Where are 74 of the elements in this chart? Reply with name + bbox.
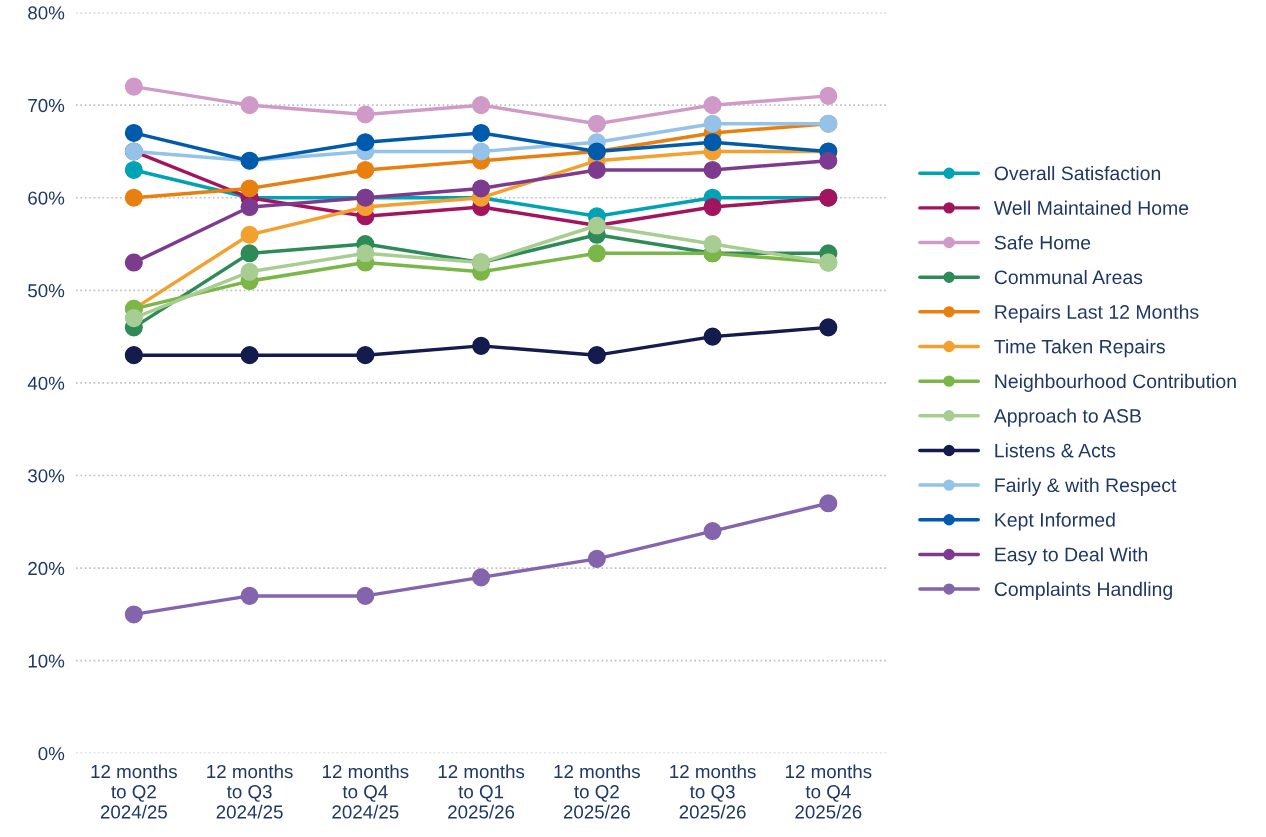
point (124, 309, 143, 328)
point (240, 262, 259, 281)
point (472, 142, 491, 161)
point (124, 77, 143, 96)
legend-label: Neighbourhood Contribution (995, 373, 1236, 392)
point (472, 179, 491, 198)
point (587, 346, 606, 365)
point (124, 160, 143, 179)
point (240, 586, 259, 605)
point (356, 105, 375, 124)
point (240, 346, 259, 365)
point (703, 133, 722, 152)
y-tick-label: 30% (28, 469, 65, 483)
y-tick-label: 50% (28, 284, 65, 298)
point (472, 123, 491, 142)
point (124, 123, 143, 142)
legend-label: Repairs Last 12 Months (995, 304, 1199, 323)
legend-label: Easy to Deal With (995, 547, 1148, 566)
legend-label: Complaints Handling (994, 581, 1172, 600)
point (240, 197, 259, 217)
point (124, 346, 143, 365)
point (587, 244, 606, 263)
point (472, 96, 491, 115)
point (356, 586, 375, 605)
legend-label: Time Taken Repairs (994, 339, 1165, 358)
point (703, 114, 722, 133)
point (703, 160, 722, 179)
point (703, 235, 722, 254)
point (356, 244, 375, 263)
point (240, 244, 259, 263)
point (356, 133, 375, 152)
point (587, 160, 606, 179)
point (703, 197, 722, 217)
legend-label: Kept Informed (995, 512, 1115, 531)
legend-label: Listens & Acts (995, 443, 1116, 458)
x-tick-label: 12 months to Q2 2025/26 (554, 764, 640, 819)
point (356, 160, 375, 179)
x-tick-label: 12 months to Q2 2024/25 (91, 764, 177, 819)
y-tick-label: 40% (27, 376, 65, 390)
point (240, 96, 259, 115)
point (703, 327, 722, 346)
point (472, 568, 491, 587)
y-tick-label: 10% (28, 654, 65, 668)
legend-label: Communal Areas (994, 269, 1143, 285)
y-tick-label: 20% (28, 561, 65, 576)
point (124, 253, 143, 272)
point (819, 494, 838, 513)
point (819, 151, 838, 170)
y-tick-label: 0% (38, 747, 65, 761)
x-tick-label: 12 months to Q3 2025/26 (670, 764, 756, 819)
point (703, 522, 722, 541)
legend-label: Safe Home (994, 235, 1091, 250)
point (356, 346, 375, 365)
x-tick-label: 12 months to Q3 2024/25 (207, 764, 293, 819)
x-tick-label: 12 months to Q1 2025/26 (438, 764, 525, 819)
point (124, 188, 143, 207)
point (587, 114, 606, 133)
y-tick-label: 60% (28, 191, 65, 205)
point (587, 549, 606, 568)
x-tick-label: 12 months to Q4 2025/26 (785, 764, 872, 819)
point (240, 179, 259, 198)
legend-label: Approach to ASB (993, 408, 1141, 427)
point (819, 318, 838, 337)
point (240, 225, 259, 244)
point (124, 605, 143, 624)
y-tick-label: 70% (28, 98, 65, 113)
y-tick-label: 80% (28, 6, 65, 20)
x-tick-label: 12 months to Q4 2024/25 (322, 764, 409, 819)
point (472, 336, 491, 355)
legend-label: Well Maintained Home (993, 200, 1189, 215)
point (819, 86, 838, 105)
legend-label: Fairly & with Respect (995, 477, 1177, 496)
point (703, 96, 722, 115)
legend-label: Overall Satisfaction (994, 165, 1161, 181)
